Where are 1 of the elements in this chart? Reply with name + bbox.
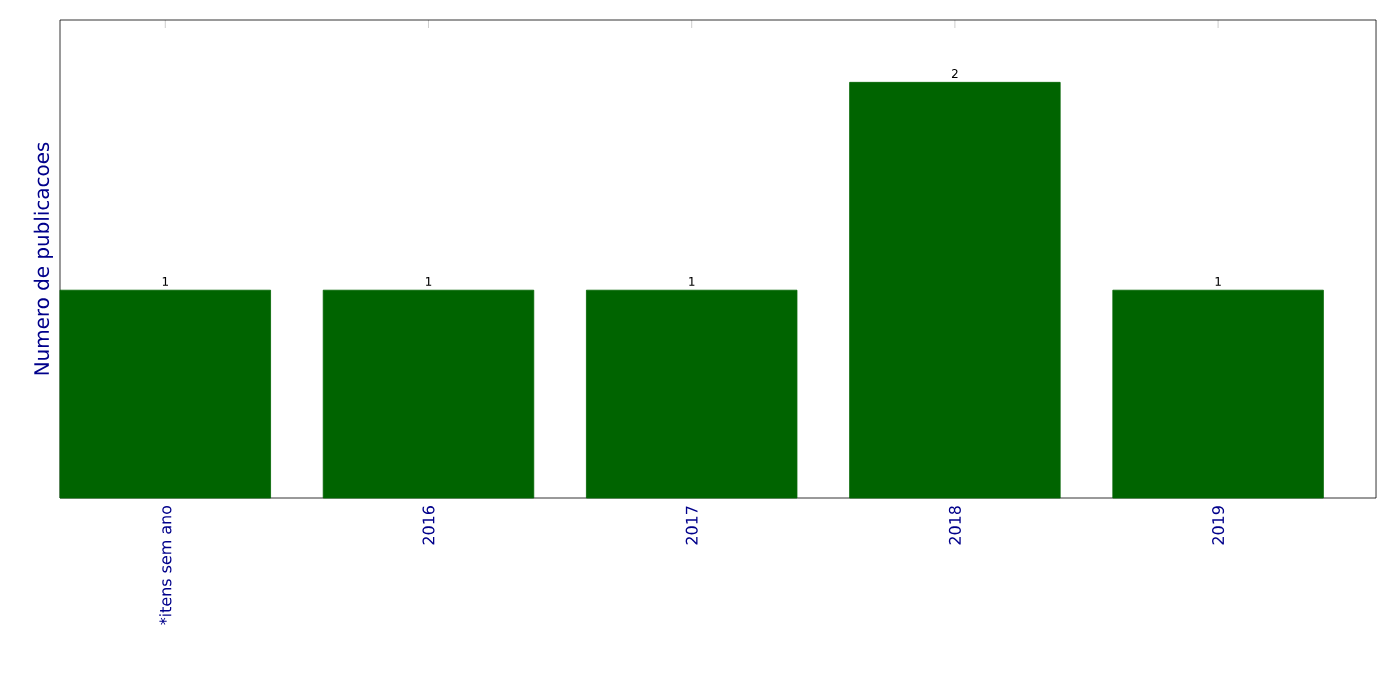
y-axis-title: Numero de publicacoes [33, 142, 53, 375]
